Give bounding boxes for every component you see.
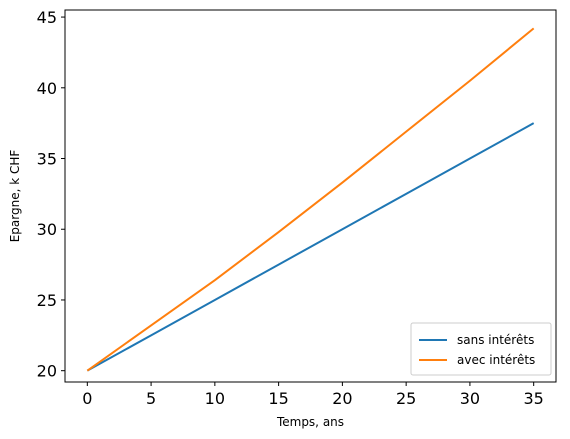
legend-entry-avec-interets: avec intérêts (457, 353, 535, 367)
x-tick-label: 30 (460, 389, 480, 408)
series-line-sans-interets (86, 122, 535, 372)
y-tick-label: 30 (37, 220, 57, 239)
x-axis-label: Temps, ans (276, 415, 344, 429)
y-tick-label: 25 (37, 291, 57, 310)
y-tick-label: 40 (37, 79, 57, 98)
x-tick-label: 15 (268, 389, 288, 408)
x-tick-label: 35 (524, 389, 544, 408)
plot-frame (64, 9, 557, 383)
x-tick-label: 0 (82, 389, 92, 408)
y-tick-label: 20 (37, 362, 57, 381)
legend-entry-sans-interets: sans intérêts (457, 333, 534, 347)
x-axis-ticks: 0 5 10 15 20 25 30 35 (82, 382, 544, 408)
y-axis-ticks: 20 25 30 35 40 45 (37, 8, 65, 381)
legend-box (410, 322, 552, 376)
y-tick-label: 35 (37, 150, 57, 169)
x-tick-label: 20 (332, 389, 352, 408)
series-layer (86, 27, 535, 372)
x-tick-label: 5 (146, 389, 156, 408)
x-tick-label: 25 (396, 389, 416, 408)
y-axis-label: Epargne, k CHF (8, 150, 22, 243)
y-tick-label: 45 (37, 8, 57, 27)
legend: sans intérêts avec intérêts (410, 322, 552, 376)
x-tick-label: 10 (205, 389, 225, 408)
series-line-avec-interets (86, 27, 535, 372)
plot-area (64, 9, 557, 383)
